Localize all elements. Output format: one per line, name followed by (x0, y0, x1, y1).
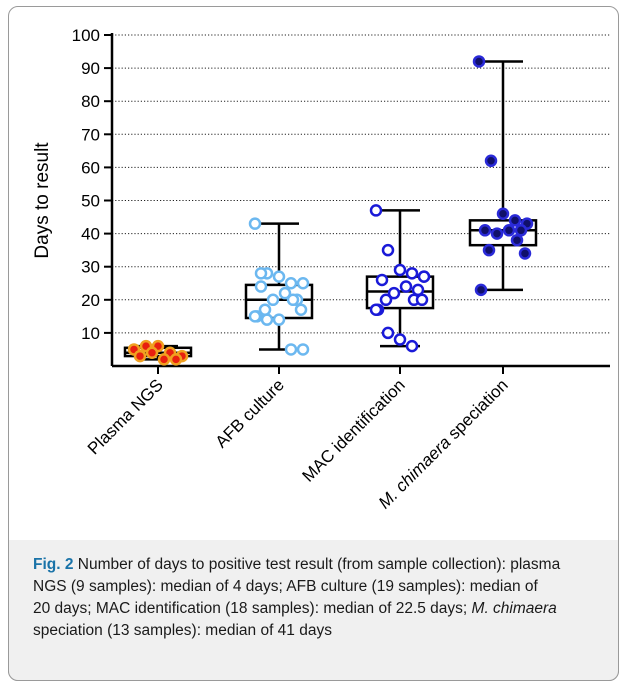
boxes (123, 60, 538, 361)
grid-lines (112, 34, 610, 334)
box-plot-chart: 10 20 30 40 50 60 70 80 90 100 Days to result Plasm… (32, 26, 610, 512)
caption-text-1: Number of days to positive test result (… (33, 556, 561, 617)
y-tick-label: 20 (81, 291, 100, 310)
x-tick-label: Plasma NGS (84, 375, 167, 458)
y-tick-label: 60 (81, 158, 100, 177)
data-point (169, 353, 183, 366)
y-tick-label: 70 (81, 125, 100, 144)
data-point (254, 267, 268, 280)
y-tick-label: 90 (81, 59, 100, 78)
y-tick-label: 10 (81, 324, 100, 343)
data-point (260, 313, 274, 326)
data-point (502, 224, 516, 237)
data-point (284, 343, 298, 356)
data-point (411, 283, 425, 297)
data-point (294, 303, 308, 316)
y-tick-label: 80 (81, 92, 100, 111)
data-point (405, 339, 419, 353)
data-point (284, 277, 298, 290)
data-point (145, 346, 159, 360)
data-point (286, 293, 300, 307)
caption-text-2: speciation (13 samples): median of 41 da… (33, 622, 332, 639)
data-point (496, 207, 510, 220)
data-points (127, 55, 534, 366)
y-tick-label: 40 (81, 225, 100, 244)
data-point (415, 293, 429, 307)
data-point (393, 333, 407, 346)
data-point (514, 224, 528, 237)
data-point (393, 263, 407, 277)
data-point (508, 214, 522, 227)
data-point (248, 217, 262, 230)
data-point (478, 224, 492, 237)
data-point (484, 154, 498, 168)
y-tick-label: 100 (72, 26, 100, 45)
data-point (482, 243, 496, 257)
data-point (379, 293, 393, 307)
data-point (472, 55, 486, 68)
data-point (369, 303, 383, 316)
data-point (490, 227, 504, 240)
data-point (510, 233, 524, 247)
caption-label: Fig. 2 (33, 556, 74, 573)
x-tick-label: AFB culture (212, 375, 288, 451)
data-point (474, 283, 488, 297)
data-point (399, 280, 413, 293)
data-point (157, 353, 171, 366)
y-tick-label: 30 (81, 258, 100, 277)
axes (104, 33, 610, 374)
data-point (417, 270, 431, 283)
data-point (272, 313, 286, 326)
data-point (272, 270, 286, 283)
data-point (296, 277, 310, 290)
data-point (387, 286, 401, 300)
data-point (369, 204, 383, 217)
data-point (405, 267, 419, 280)
data-point (375, 273, 389, 287)
data-point (518, 247, 532, 260)
figure-caption: Fig. 2 Number of days to positive test r… (8, 540, 619, 681)
data-point (266, 293, 280, 307)
data-point (296, 343, 310, 356)
data-point (278, 286, 292, 300)
data-point (381, 326, 395, 340)
data-point (248, 310, 262, 323)
x-tick-label: MAC identification (299, 375, 409, 485)
y-axis-title: Days to result (32, 142, 53, 259)
data-point (381, 243, 395, 257)
axis-labels: 10 20 30 40 50 60 70 80 90 100 Days to result Plasm… (32, 26, 512, 512)
data-point (254, 280, 268, 293)
caption-italic-term: M. chimaera (471, 600, 557, 617)
y-tick-label: 50 (81, 192, 100, 211)
data-point (133, 349, 147, 363)
